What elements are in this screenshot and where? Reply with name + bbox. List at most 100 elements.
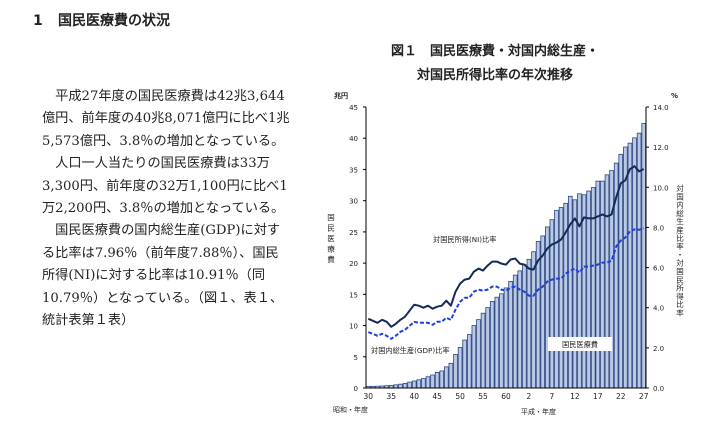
bar-S37 <box>398 383 403 389</box>
chart-title-line2: 対国民所得比率の年次推移 <box>416 68 573 83</box>
y-tick-label: 20 <box>349 260 358 268</box>
x-tick-label: 22 <box>616 392 626 401</box>
y2-tick-label: 8.0 <box>653 224 664 232</box>
bar-H15 <box>586 190 591 389</box>
bar-H25 <box>632 137 637 389</box>
bar-S51 <box>462 339 467 389</box>
x-tick-label: 60 <box>501 392 511 401</box>
bar-S46 <box>439 370 445 389</box>
paragraph-line: 国民医療費の国内総生産(GDP)に対す <box>42 223 281 239</box>
x-tick-label: 7 <box>550 392 555 401</box>
x-tick-label: 45 <box>432 392 442 401</box>
section-number: 1 <box>33 13 43 29</box>
bar-S42 <box>421 378 426 389</box>
body-paragraph: 平成27年度の国民医療費は42兆3,644 億円、前年度の40兆8,071億円に… <box>42 86 312 332</box>
y-tick-label: 15 <box>349 291 358 299</box>
y-tick-label: 35 <box>349 166 358 174</box>
y-tick-label: 5 <box>354 354 358 362</box>
bar-H2 <box>526 258 532 389</box>
y2-tick-label: 0.0 <box>653 385 664 393</box>
bar-S40 <box>411 380 417 389</box>
x-tick-label: 17 <box>593 392 603 401</box>
section-heading: 1 国民医療費の状況 <box>33 10 170 30</box>
bar-S53 <box>471 325 477 389</box>
bar-H12 <box>572 199 578 389</box>
paragraph-line: 10.79％）となっている。（図１、表１、 <box>42 290 284 306</box>
paragraph-line: 億円、前年度の40兆8,071億円に比べ1兆 <box>42 111 290 127</box>
paragraph-line: 人口一人当たりの国民医療費は33万 <box>42 156 270 172</box>
bar-S43 <box>425 376 431 389</box>
bar-S49 <box>453 354 458 389</box>
bar-H5 <box>540 235 546 389</box>
y2-axis-title: 対国内総生産比率・対国民所得比率 <box>676 183 684 318</box>
bar-S52 <box>466 334 472 389</box>
x-tick-label: 55 <box>478 392 488 401</box>
bar-S39 <box>407 381 412 389</box>
y2-tick-label: 2.0 <box>653 345 664 353</box>
gdp-ratio-line <box>367 227 645 340</box>
x-tick-label: 30 <box>364 392 374 401</box>
bar-S48 <box>448 362 454 389</box>
ni-ratio-line <box>367 165 645 328</box>
bar-S54 <box>476 319 481 389</box>
x-tick-label: 50 <box>455 392 465 401</box>
bar-legend-label: 国民医療費 <box>562 340 598 349</box>
bar-H17 <box>595 180 601 389</box>
left-unit-label: 兆円 <box>334 91 348 100</box>
paragraph-line: 統計表第１表） <box>42 312 135 328</box>
y-tick-label: 40 <box>349 135 358 143</box>
x-tick-label: 40 <box>409 392 419 401</box>
bar-S59 <box>499 293 504 389</box>
bar-S58 <box>494 296 500 389</box>
y2-tick-label: 14.0 <box>653 104 669 112</box>
x-label-heisei: 平成・年度 <box>521 407 556 416</box>
right-unit-label: % <box>671 92 678 100</box>
y2-tick-label: 10.0 <box>653 184 669 192</box>
paragraph-line: 5,573億円、3.8％の増加となっている。 <box>42 133 285 149</box>
gdp-ratio-label: 対国内総生産(GDP)比率 <box>371 346 450 355</box>
x-tick-label: 35 <box>386 392 396 401</box>
bar-S61 <box>508 281 513 389</box>
bar-H24 <box>627 142 633 389</box>
bar-S50 <box>457 347 463 389</box>
bar-H19 <box>604 174 610 389</box>
y-tick-label: 0 <box>354 385 358 393</box>
bar-S41 <box>416 379 422 389</box>
x-tick-label: 2 <box>527 392 532 401</box>
bar-S44 <box>430 374 435 389</box>
section-title: 国民医療費の状況 <box>58 13 170 29</box>
bar-legend-box <box>548 337 612 351</box>
bar-H3 <box>531 251 536 389</box>
bar-H18 <box>600 180 605 389</box>
bar-S62 <box>512 274 518 389</box>
bar-S45 <box>434 371 440 389</box>
x-label-showa: 昭和・年度 <box>333 405 368 414</box>
y-tick-label: 25 <box>349 229 358 237</box>
bar-H20 <box>609 170 614 389</box>
bar-H14 <box>581 194 587 389</box>
bar-S60 <box>503 287 509 389</box>
x-tick-label: 12 <box>570 392 580 401</box>
paragraph-line: 平成27年度の国民医療費は42兆3,644 <box>42 89 285 104</box>
y2-tick-label: 12.0 <box>653 144 669 152</box>
y2-tick-label: 4.0 <box>653 305 664 313</box>
paragraph-line: 3,300円、前年度の32万1,100円に比べ1 <box>42 178 288 194</box>
y-tick-label: 10 <box>349 323 358 331</box>
bar-S57 <box>489 301 495 389</box>
chart-title-line1: 図１ 国民医療費・対国内総生産・ <box>390 44 599 59</box>
bar-H1 <box>522 264 527 389</box>
x-tick-label: 27 <box>639 392 649 401</box>
bar-S56 <box>485 307 490 389</box>
bar-H23 <box>623 146 628 389</box>
paragraph-line: 所得(NI)に対する比率は10.91％（同 <box>42 268 266 284</box>
y-tick-label: 45 <box>349 104 358 112</box>
bar-H9 <box>558 207 564 389</box>
ni-ratio-label: 対国民所得(NI)比率 <box>433 235 496 244</box>
bar-S38 <box>402 382 408 389</box>
bar-S47 <box>444 366 449 389</box>
y-tick-label: 30 <box>349 198 358 206</box>
bar-S55 <box>480 312 486 389</box>
bar-H27 <box>641 123 646 389</box>
paragraph-line: る比率は7.96％（前年度7.88％）、国民 <box>42 245 279 261</box>
